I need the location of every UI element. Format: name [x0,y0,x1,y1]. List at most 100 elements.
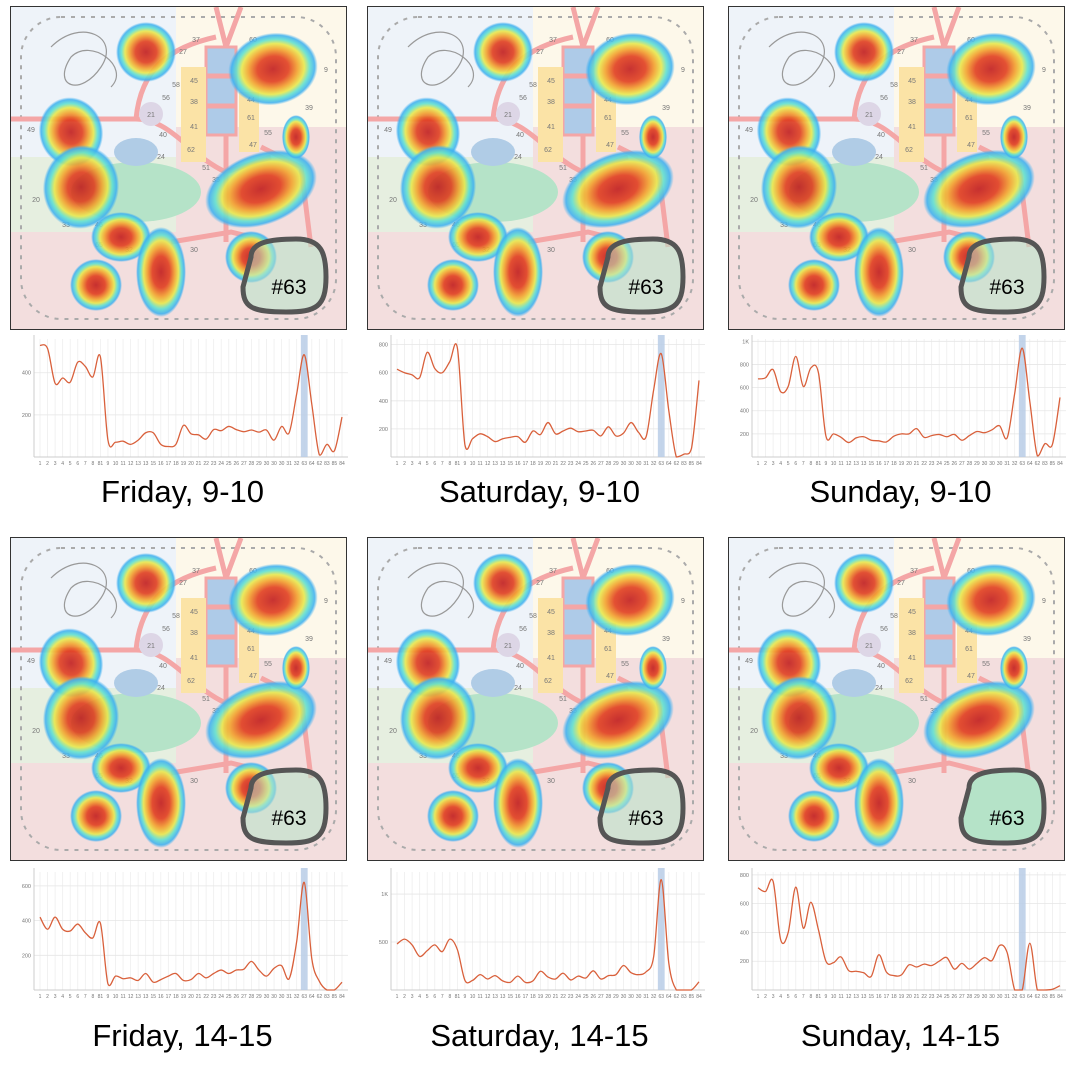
x-tick-label: 7 [802,461,805,467]
heat-blob [946,563,1036,637]
x-tick-label: 28 [606,994,612,1000]
x-tick-label: 29 [613,994,619,1000]
lake [471,669,515,697]
x-tick-label: 27 [241,994,247,1000]
x-tick-label: 13 [853,461,859,467]
heat-blob [854,227,904,317]
x-tick-label: 12 [128,461,134,467]
heat-blob [448,743,508,793]
map-label: 9 [1042,67,1046,74]
booth-column [957,92,977,152]
heatmap: 3760274538416244614749214024513520334665… [728,6,1065,332]
x-tick-label: 62 [317,994,323,1000]
x-tick-label: 5 [426,994,429,1000]
heat-blob [946,32,1036,106]
heat-blob [639,646,667,690]
x-tick-label: 4 [418,461,421,467]
x-tick-label: 4 [61,461,64,467]
x-tick-label: 7 [441,461,444,467]
x-tick-label: 62 [317,461,323,467]
y-tick-label: 400 [22,371,31,377]
x-tick-label: 16 [876,461,882,467]
heatmap-svg: 3760274538416244614749214024513520334665… [368,537,703,863]
map-label: 58 [529,82,537,89]
x-tick-label: 29 [974,994,980,1000]
heat-blob [228,563,318,637]
landmark-circle [139,102,163,126]
ride-track [407,31,475,88]
map-label: 30 [908,778,916,785]
chart-svg: 1 2 3 4 5 6 7 8 81 9 10 11 12 13 13 15 16 17 18 19 20 21 22 23 2… [740,335,1066,467]
x-tick-label: 62 [674,461,680,467]
x-tick-label: 84 [696,461,702,467]
x-tick-label: 10 [470,994,476,1000]
x-tick-label: 4 [61,994,64,1000]
map-label: 30 [908,247,916,254]
map-label: 62 [905,678,913,685]
x-tick-label: 20 [545,461,551,467]
map-label: 9 [324,598,328,605]
heat-blob [427,790,479,842]
map-label: 9 [1042,598,1046,605]
y-tick-label: 800 [740,362,749,368]
x-tick-label: 17 [166,461,172,467]
map-label: 56 [519,95,527,102]
x-tick-label: 63 [658,994,664,1000]
x-tick-label: 4 [779,994,782,1000]
x-tick-label: 81 [816,461,822,467]
x-tick-label: 22 [203,994,209,1000]
x-tick-label: 30 [271,994,277,1000]
x-tick-label: 22 [921,994,927,1000]
x-tick-label: 1 [396,994,399,1000]
x-tick-label: 27 [959,461,965,467]
heat-blob [562,680,674,760]
x-tick-label: 7 [802,994,805,1000]
x-tick-label: 2 [46,461,49,467]
pavilion-block [922,636,956,668]
x-tick-label: 30 [989,994,995,1000]
map-label: 47 [606,142,614,149]
region-63-outline [240,236,329,315]
x-tick-label: 29 [613,461,619,467]
x-tick-label: 24 [936,994,942,1000]
map-label: 41 [908,655,916,662]
map-label: 40 [516,132,524,139]
map-label: 9 [681,598,685,605]
x-tick-label: 18 [891,994,897,1000]
map-label: 39 [1023,636,1031,643]
map-label: 49 [745,658,753,665]
lake [114,669,158,697]
x-tick-label: 8 [809,994,812,1000]
map-label: 51 [559,165,567,172]
x-tick-label: 84 [1057,994,1063,1000]
x-tick-label: 30 [982,994,988,1000]
x-tick-label: 9 [107,994,110,1000]
x-tick-label: 10 [831,994,837,1000]
x-tick-label: 12 [846,461,852,467]
heatmap: 3760274538416244614749214024513520334665… [367,537,704,863]
x-tick-label: 24 [936,461,942,467]
x-tick-label: 3 [411,994,414,1000]
heat-blob [562,149,674,229]
booth-column [181,598,206,693]
heatmap: 3760274538416244614749214024513520334665… [367,6,704,332]
x-tick-label: 11 [838,994,843,1000]
y-tick-label: 200 [740,432,749,438]
heat-blob [923,149,1035,229]
x-tick-label: 4 [418,994,421,1000]
pavilion-block [204,105,238,137]
x-tick-label: 13 [500,461,506,467]
line-chart: 1 2 3 4 5 6 7 8 81 9 10 11 12 13 13 15 16 17 18 19 20 21 22 23 2… [10,333,355,473]
map-label: 55 [621,130,629,137]
map-label: 30 [190,778,198,785]
landmark-circle [857,633,881,657]
x-tick-label: 23 [929,461,935,467]
x-tick-label: 25 [944,994,950,1000]
x-tick-label: 20 [188,461,194,467]
y-tick-label: 200 [22,413,31,419]
x-tick-label: 21 [553,461,559,467]
region-63-label: #63 [989,807,1024,830]
map-label: 55 [982,661,990,668]
y-tick-label: 600 [22,884,31,890]
heat-blob [282,646,310,690]
